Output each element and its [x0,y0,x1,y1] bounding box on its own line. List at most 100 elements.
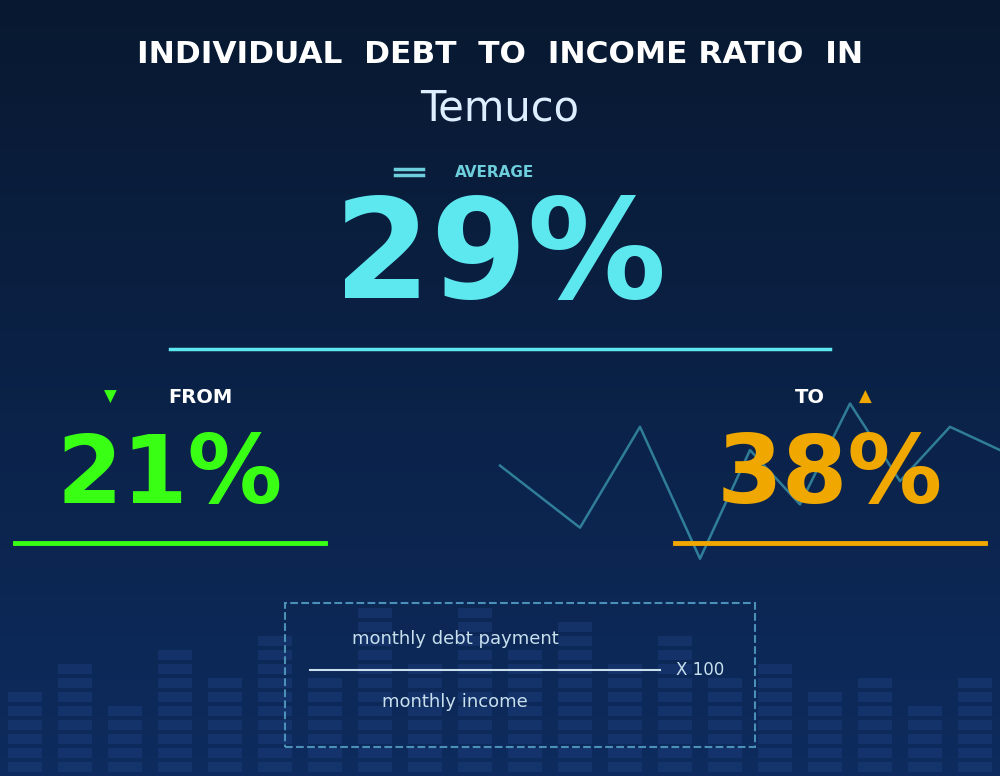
Bar [0,479,1000,485]
Bar [808,692,842,702]
Bar [0,233,1000,239]
Bar [358,706,392,716]
Bar [258,692,292,702]
Bar [758,734,792,744]
Bar [408,692,442,702]
Bar [508,762,542,772]
Bar [758,678,792,688]
Bar [0,485,1000,491]
Bar [0,530,1000,537]
Bar [0,155,1000,161]
Bar [0,673,1000,679]
Bar [0,64,1000,71]
Bar [0,362,1000,369]
Bar [58,706,92,716]
Bar [658,706,692,716]
Bar [0,181,1000,188]
Bar [508,748,542,758]
Bar [0,188,1000,194]
Text: TO: TO [795,388,825,407]
Bar [158,664,192,674]
Bar [658,720,692,730]
Bar [558,678,592,688]
Bar [608,692,642,702]
Bar [0,33,1000,39]
Bar [0,556,1000,563]
Bar [758,692,792,702]
Bar [258,636,292,646]
Bar [0,149,1000,155]
Bar [658,664,692,674]
Bar [758,720,792,730]
Bar [858,748,892,758]
Bar [8,720,42,730]
Bar [958,734,992,744]
Bar [0,543,1000,549]
Bar [508,706,542,716]
Bar [508,650,542,660]
Bar [608,678,642,688]
Bar [508,734,542,744]
Bar [0,19,1000,26]
Bar [158,720,192,730]
Bar [0,227,1000,233]
Bar [358,664,392,674]
Bar [0,58,1000,64]
Bar [858,692,892,702]
Bar [708,748,742,758]
Bar [0,569,1000,576]
Bar [358,678,392,688]
Bar [558,706,592,716]
Text: ▼: ▼ [104,388,116,407]
Bar [0,608,1000,615]
Bar [658,734,692,744]
Bar [0,433,1000,440]
Bar [0,161,1000,168]
Text: monthly debt payment: monthly debt payment [352,629,558,648]
Bar [0,52,1000,58]
Bar [608,748,642,758]
Text: 21%: 21% [57,431,283,523]
Bar [0,452,1000,459]
Bar [0,258,1000,265]
Bar [808,762,842,772]
Bar [0,175,1000,181]
Bar [0,349,1000,355]
Bar [0,136,1000,142]
Bar [0,763,1000,770]
Bar [308,720,342,730]
Bar [208,734,242,744]
Bar [0,239,1000,246]
Bar [908,720,942,730]
Bar [0,582,1000,588]
Bar [0,116,1000,123]
Bar [0,731,1000,737]
Bar [458,636,492,646]
Bar [358,622,392,632]
Bar [108,762,142,772]
Bar [0,588,1000,595]
Bar [0,369,1000,375]
Bar [658,748,692,758]
Bar [458,706,492,716]
Bar [0,200,1000,207]
Bar [0,712,1000,718]
Bar [408,762,442,772]
Bar [0,0,1000,6]
Bar [0,317,1000,324]
Bar [208,706,242,716]
Bar [0,705,1000,712]
Bar [358,720,392,730]
Bar [0,168,1000,175]
Bar [758,664,792,674]
Bar [858,734,892,744]
Bar [358,636,392,646]
Bar [658,678,692,688]
Bar [0,324,1000,330]
Bar [0,427,1000,433]
Bar [608,664,642,674]
Bar [208,720,242,730]
Bar [908,734,942,744]
Bar [0,537,1000,543]
Bar [0,382,1000,388]
